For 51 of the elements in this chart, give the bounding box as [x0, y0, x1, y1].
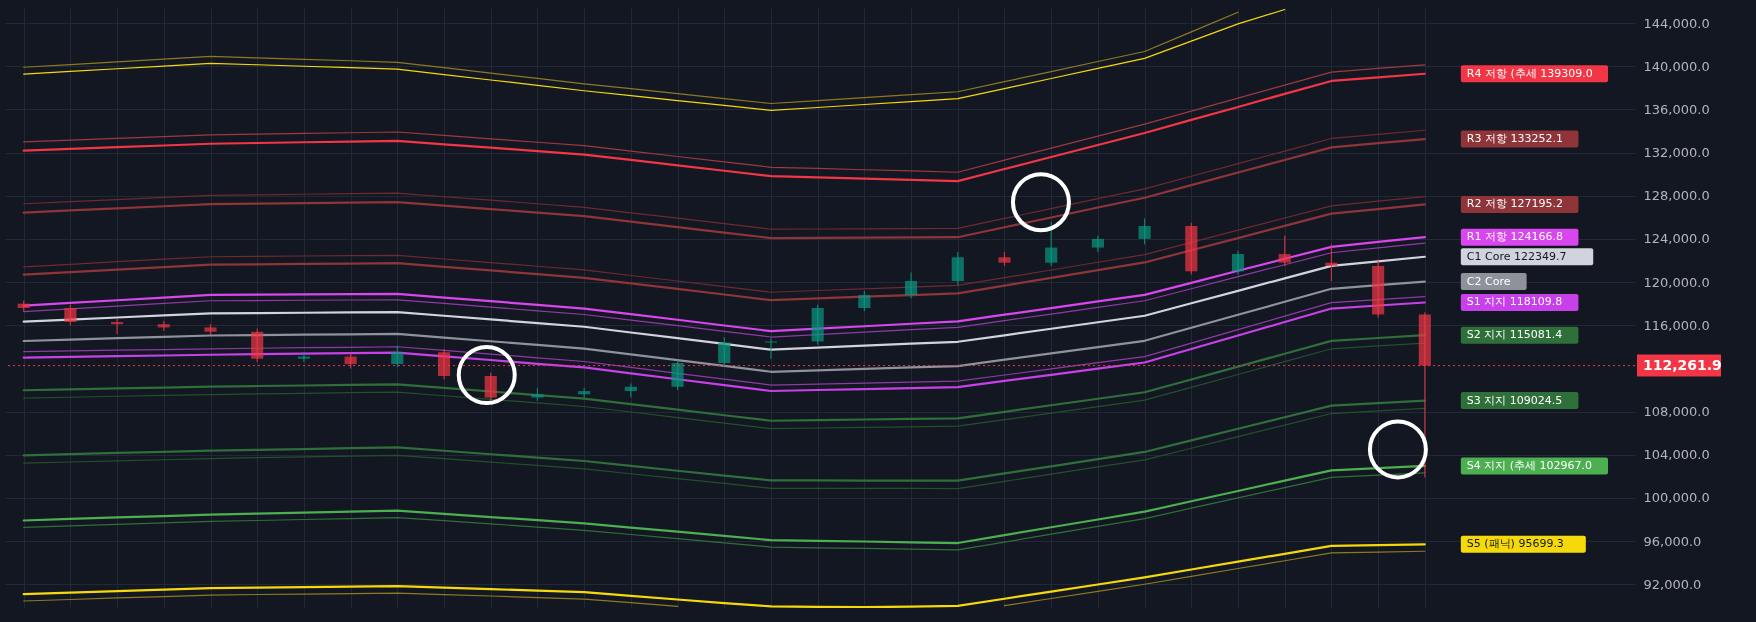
y-tick-label: 136,000.0: [1643, 101, 1710, 117]
line-series: [22, 72, 1426, 183]
candlestick: [64, 304, 77, 326]
candlestick: [905, 271, 918, 299]
text: R2 저항 127195.2: [1466, 197, 1563, 211]
y-tick-label: 92,000.0: [1643, 576, 1702, 592]
candlestick: [1138, 217, 1151, 245]
y-tick-label: 144,000.0: [1643, 15, 1710, 31]
text: S4 지지 (추세 102967.0: [1466, 458, 1593, 472]
y-tick-label: 132,000.0: [1643, 145, 1710, 161]
candlestick: [297, 351, 310, 363]
line-series: [22, 280, 1426, 373]
line-series: [23, 472, 1426, 551]
candlestick: [671, 359, 684, 391]
text: S2 지지 115081.4: [1466, 328, 1563, 342]
text: R4 저항 (추세 139309.0: [1466, 66, 1593, 80]
text: R1 저항 124166.8: [1466, 230, 1563, 244]
y-tick-label: 120,000.0: [1643, 274, 1710, 290]
line-series: [23, 407, 1426, 490]
candlestick: [484, 372, 497, 402]
y-tick-label: 116,000.0: [1643, 317, 1710, 333]
text: S5 (패닉) 95699.3: [1466, 537, 1564, 551]
text: R3 저항 133252.1: [1466, 132, 1563, 146]
text: S3 지지 109024.5: [1466, 393, 1563, 407]
line-series: [22, 464, 1426, 545]
candlestick: [391, 345, 404, 368]
y-tick-label: 128,000.0: [1643, 188, 1710, 204]
line-series: [23, 64, 1426, 173]
y-tick-label: 96,000.0: [1643, 533, 1702, 549]
candlestick: [718, 336, 731, 367]
text: C1 Core 122349.7: [1466, 249, 1567, 263]
candlestick: [1278, 235, 1291, 267]
candlestick: [1045, 221, 1058, 267]
candlestick: [111, 318, 124, 335]
candlestick: [578, 387, 591, 399]
candlestick: [764, 337, 778, 360]
candlestick: [1325, 243, 1338, 282]
candlestick: [858, 290, 871, 312]
line-series: [22, 399, 1426, 482]
y-tick-label: 104,000.0: [1643, 447, 1710, 463]
y-tick-label: 124,000.0: [1643, 231, 1710, 247]
line-series: [23, 129, 1426, 230]
line-series: [22, 137, 1426, 240]
text: C2 Core: [1466, 274, 1511, 288]
y-tick-label: 140,000.0: [1643, 58, 1710, 74]
y-tick-label: 108,000.0: [1643, 404, 1710, 420]
ref-line-label: 112,261.9: [1643, 356, 1722, 373]
candlestick: [951, 251, 964, 286]
text: S1 지지 118109.8: [1466, 295, 1563, 309]
y-tick-label: 100,000.0: [1643, 490, 1710, 506]
candlestick: [1231, 250, 1245, 276]
